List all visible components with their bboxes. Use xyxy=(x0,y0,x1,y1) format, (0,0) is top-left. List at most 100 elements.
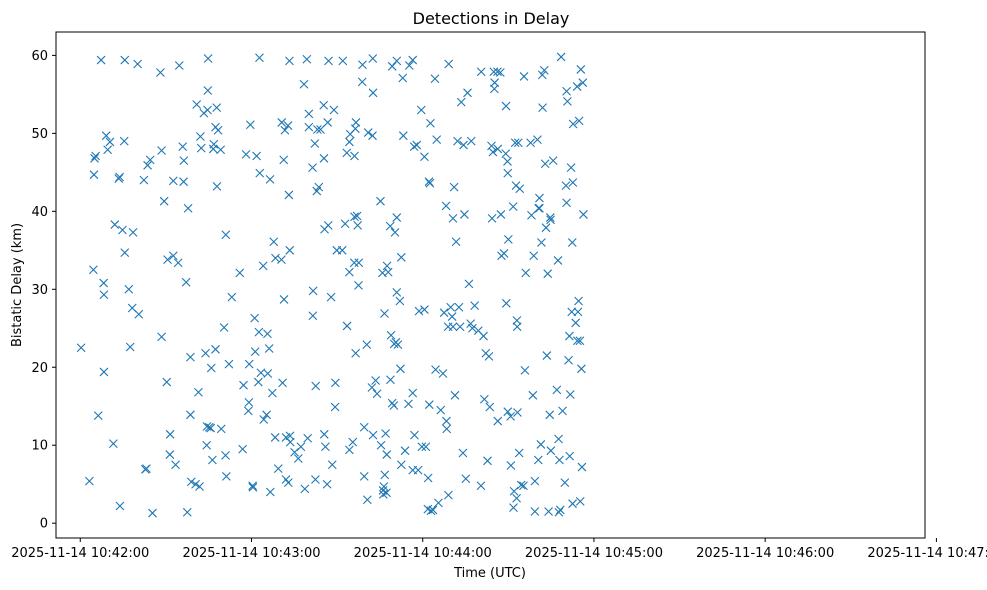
data-point xyxy=(392,213,402,222)
data-point xyxy=(514,448,524,458)
y-tick-label: 40 xyxy=(31,205,48,220)
data-point xyxy=(556,52,566,62)
data-point xyxy=(412,140,422,150)
data-point xyxy=(283,478,293,488)
data-point xyxy=(499,249,509,258)
data-point xyxy=(527,210,536,220)
data-point xyxy=(537,238,546,247)
data-point xyxy=(392,56,402,66)
data-point xyxy=(348,437,358,447)
data-point xyxy=(362,495,372,505)
data-point xyxy=(331,378,340,388)
data-point xyxy=(535,193,544,203)
data-point xyxy=(458,448,468,458)
data-point xyxy=(461,474,471,484)
data-point xyxy=(85,476,94,486)
data-point xyxy=(308,286,318,296)
data-point xyxy=(546,215,555,225)
data-point xyxy=(248,481,258,491)
data-point xyxy=(285,245,295,255)
data-point xyxy=(563,97,572,106)
data-point xyxy=(490,78,500,88)
data-point xyxy=(248,482,258,492)
data-point xyxy=(566,163,576,173)
data-point xyxy=(324,56,333,66)
data-point xyxy=(350,151,359,161)
data-point xyxy=(120,248,130,258)
data-point xyxy=(565,331,574,341)
data-point xyxy=(509,503,518,512)
data-point xyxy=(479,394,489,404)
y-axis: 0 10 20 30 40 50 60 xyxy=(31,49,56,532)
data-point xyxy=(216,145,226,155)
data-point xyxy=(386,330,396,340)
data-point xyxy=(108,439,118,449)
data-point xyxy=(353,220,363,230)
data-point xyxy=(379,482,389,491)
data-point xyxy=(351,348,361,358)
data-point xyxy=(410,430,419,440)
data-point xyxy=(542,351,552,360)
data-point xyxy=(439,308,449,318)
data-point xyxy=(269,237,279,247)
data-point xyxy=(459,210,469,219)
data-point xyxy=(354,281,363,290)
data-point xyxy=(576,65,586,74)
data-point xyxy=(304,109,314,119)
data-point xyxy=(534,203,543,213)
data-point xyxy=(385,221,395,231)
data-point xyxy=(447,312,457,321)
data-point xyxy=(206,423,216,433)
data-point xyxy=(515,184,525,194)
data-point xyxy=(545,410,555,420)
data-point xyxy=(544,507,553,516)
data-point xyxy=(545,213,555,222)
data-point xyxy=(211,344,220,354)
data-point xyxy=(503,235,513,244)
x-tick-label: 2025-11-14 10:44:00 xyxy=(354,546,492,561)
data-point xyxy=(483,456,492,466)
data-point xyxy=(554,507,564,517)
data-point xyxy=(221,472,231,481)
data-point xyxy=(568,119,578,129)
data-points xyxy=(76,52,588,518)
data-point xyxy=(555,455,564,465)
data-point xyxy=(357,77,367,87)
data-point xyxy=(263,369,273,378)
data-point xyxy=(376,440,386,450)
data-point xyxy=(308,311,318,321)
data-point xyxy=(308,163,317,173)
data-point xyxy=(536,440,546,449)
data-point xyxy=(90,153,99,163)
y-tick-label: 0 xyxy=(40,517,48,532)
data-point xyxy=(408,388,418,398)
data-point xyxy=(521,268,531,278)
data-point xyxy=(512,493,522,503)
data-point xyxy=(157,332,166,342)
data-point xyxy=(574,116,584,126)
data-point xyxy=(76,343,86,353)
data-point xyxy=(216,424,226,434)
data-point xyxy=(319,100,329,110)
data-point xyxy=(409,142,419,151)
data-point xyxy=(358,60,367,70)
data-point xyxy=(350,212,359,222)
data-point xyxy=(372,389,382,399)
data-point xyxy=(239,380,248,390)
data-point xyxy=(380,470,390,480)
data-point xyxy=(354,258,364,268)
data-point xyxy=(342,148,352,158)
y-tick-label: 10 xyxy=(31,439,48,454)
data-point xyxy=(400,446,410,456)
data-point xyxy=(564,355,573,365)
data-point xyxy=(323,220,333,230)
y-axis-title: Bistatic Delay (km) xyxy=(10,223,25,347)
data-point xyxy=(118,225,127,235)
data-point xyxy=(206,363,216,373)
data-point xyxy=(414,306,424,316)
data-point xyxy=(449,182,459,192)
data-point xyxy=(579,210,588,219)
data-point xyxy=(173,258,183,268)
data-point xyxy=(530,507,540,516)
